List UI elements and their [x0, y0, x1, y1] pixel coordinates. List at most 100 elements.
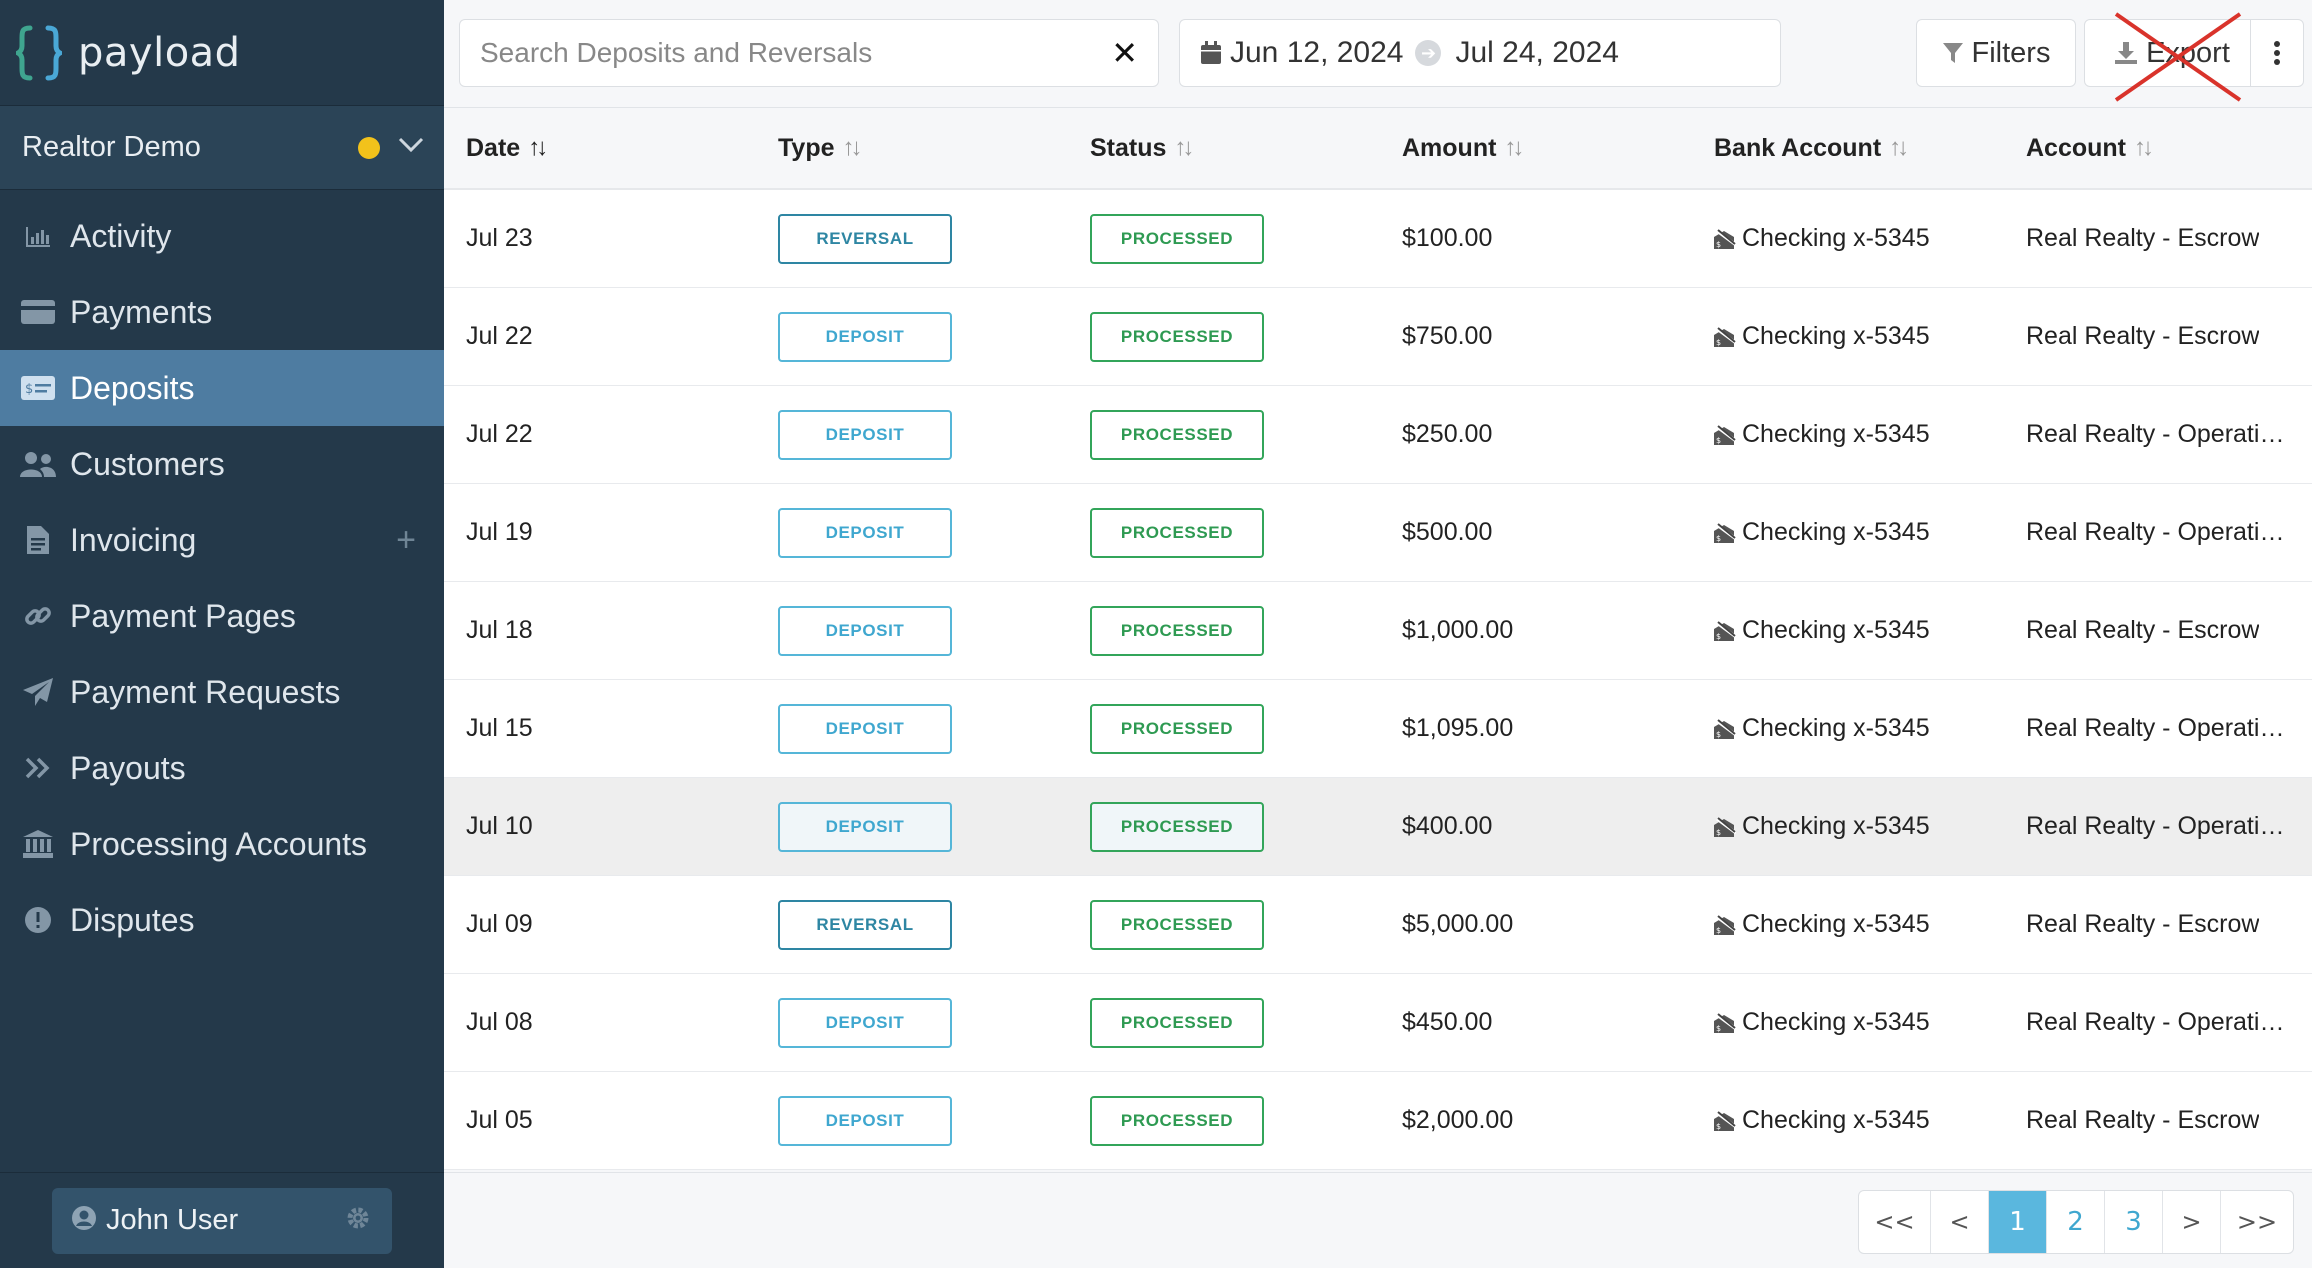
cell-account: Real Realty - Operatin... — [2004, 812, 2312, 841]
bank-account-label: Checking x-5345 — [1742, 322, 1930, 350]
column-header-label: Type — [778, 133, 835, 162]
cell-bank-account: $ Checking x-5345 — [1692, 910, 2004, 939]
cell-date: Jul 08 — [466, 1008, 533, 1036]
svg-text:$: $ — [1716, 240, 1721, 249]
bank-account-label: Checking x-5345 — [1742, 812, 1930, 840]
table-row[interactable]: Jul 08 DEPOSIT PROCESSED $450.00 $ Checking x… — [444, 974, 2312, 1072]
svg-text:$: $ — [1716, 1024, 1721, 1033]
table-row[interactable]: Jul 22 DEPOSIT PROCESSED $250.00 $ Checking x… — [444, 386, 2312, 484]
deposits-table: Date ↑↓ Type ↑↓ Status ↑↓ Amount ↑↓ Bank… — [444, 108, 2312, 1170]
cell-account: Real Realty - Escrow — [2004, 224, 2312, 253]
cell-date: Jul 22 — [466, 420, 533, 448]
sidebar-item-payments[interactable]: Payments — [0, 274, 444, 350]
sidebar-item-label: Customers — [70, 445, 225, 482]
column-header-bank-account[interactable]: Bank Account ↑↓ — [1692, 134, 2004, 163]
table-row[interactable]: Jul 10 DEPOSIT PROCESSED $400.00 $ Checking x… — [444, 778, 2312, 876]
table-row[interactable]: Jul 15 DEPOSIT PROCESSED $1,095.00 $ Checking… — [444, 680, 2312, 778]
sidebar-item-label: Payment Requests — [70, 673, 341, 710]
sort-icon: ↑↓ — [2134, 134, 2154, 161]
first-page-button[interactable]: << — [1859, 1191, 1931, 1253]
bank-note-icon: $ — [20, 370, 56, 406]
cell-bank-account: $ Checking x-5345 — [1692, 420, 2004, 449]
column-header-type[interactable]: Type ↑↓ — [756, 134, 1068, 163]
cell-amount: $400.00 — [1402, 812, 1493, 840]
column-header-account[interactable]: Account ↑↓ — [2004, 134, 2312, 163]
bank-account-label: Checking x-5345 — [1742, 714, 1930, 742]
table-row[interactable]: Jul 18 DEPOSIT PROCESSED $1,000.00 $ Checking… — [444, 582, 2312, 680]
cell-bank-account: $ Checking x-5345 — [1692, 616, 2004, 645]
table-row[interactable]: Jul 05 DEPOSIT PROCESSED $2,000.00 $ Checking… — [444, 1072, 2312, 1170]
account-label: Real Realty - Escrow — [2026, 910, 2260, 938]
table-row[interactable]: Jul 19 DEPOSIT PROCESSED $500.00 $ Checking x… — [444, 484, 2312, 582]
column-header-date[interactable]: Date ↑↓ — [444, 134, 756, 163]
filters-label: Filters — [1971, 36, 2051, 69]
cell-type: DEPOSIT — [756, 409, 1068, 460]
org-switcher[interactable]: Realtor Demo — [0, 106, 444, 190]
sidebar-item-payouts[interactable]: Payouts — [0, 730, 444, 806]
table-row[interactable]: Jul 09 REVERSAL PROCESSED $5,000.00 $ Checkin… — [444, 876, 2312, 974]
sidebar-item-label: Deposits — [70, 369, 195, 406]
cell-type: DEPOSIT — [756, 997, 1068, 1048]
filters-button[interactable]: Filters — [1916, 19, 2076, 87]
more-options-button[interactable] — [2250, 19, 2304, 87]
sort-icon: ↑↓ — [842, 134, 863, 161]
cell-amount: $100.00 — [1402, 224, 1493, 252]
bank-account-icon: $ — [1714, 718, 1736, 739]
bank-account-icon: $ — [1714, 424, 1736, 445]
cell-bank-account: $ Checking x-5345 — [1692, 518, 2004, 547]
svg-text:$: $ — [1716, 926, 1721, 935]
sidebar-item-processing-accounts[interactable]: Processing Accounts — [0, 806, 444, 882]
clear-search-icon[interactable]: ✕ — [1111, 35, 1138, 71]
column-header-status[interactable]: Status ↑↓ — [1068, 134, 1380, 163]
add-icon[interactable]: + — [396, 520, 416, 559]
cell-bank-account: $ Checking x-5345 — [1692, 224, 2004, 253]
users-icon — [20, 446, 56, 482]
cell-amount: $500.00 — [1402, 518, 1493, 546]
sort-icon: ↑↓ — [1504, 134, 1524, 161]
column-header-label: Account — [2026, 133, 2126, 162]
sidebar-item-invoicing[interactable]: Invoicing + — [0, 502, 444, 578]
cell-status: PROCESSED — [1068, 703, 1380, 754]
gear-icon[interactable] — [346, 1206, 370, 1235]
sidebar-item-customers[interactable]: Customers — [0, 426, 444, 502]
status-badge: PROCESSED — [1090, 507, 1264, 558]
page-button-2[interactable]: 2 — [2047, 1191, 2105, 1253]
sidebar-item-payment-requests[interactable]: Payment Requests — [0, 654, 444, 730]
table-row[interactable]: Jul 22 DEPOSIT PROCESSED $750.00 $ Checking x… — [444, 288, 2312, 386]
cell-date: Jul 22 — [466, 322, 533, 350]
prev-page-button[interactable]: < — [1931, 1191, 1989, 1253]
status-badge: PROCESSED — [1090, 213, 1264, 264]
svg-text:$: $ — [1716, 632, 1721, 641]
sidebar-item-disputes[interactable]: Disputes — [0, 882, 444, 958]
chevron-down-icon — [398, 137, 424, 158]
next-page-button[interactable]: > — [2163, 1191, 2221, 1253]
sidebar-item-payment-pages[interactable]: Payment Pages — [0, 578, 444, 654]
export-button[interactable]: Export — [2084, 19, 2260, 87]
sidebar-item-label: Payments — [70, 293, 213, 330]
sidebar-item-activity[interactable]: Activity — [0, 198, 444, 274]
column-header-amount[interactable]: Amount ↑↓ — [1380, 134, 1692, 163]
user-avatar-icon — [72, 1206, 96, 1235]
page-button-3[interactable]: 3 — [2105, 1191, 2163, 1253]
app-logo[interactable]: payload — [0, 0, 444, 106]
org-status-dot — [358, 136, 380, 159]
cell-account: Real Realty - Escrow — [2004, 616, 2312, 645]
double-chevron-icon — [20, 750, 56, 786]
cell-status: PROCESSED — [1068, 605, 1380, 656]
cell-amount: $5,000.00 — [1402, 910, 1514, 938]
search-input[interactable] — [480, 37, 1112, 69]
date-end: Jul 24, 2024 — [1455, 36, 1619, 69]
credit-card-icon — [20, 294, 56, 330]
last-page-button[interactable]: >> — [2236, 1208, 2278, 1236]
cell-date: Jul 09 — [466, 910, 533, 938]
cell-bank-account: $ Checking x-5345 — [1692, 714, 2004, 743]
user-menu[interactable]: John User — [52, 1187, 392, 1254]
date-range-picker[interactable]: Jun 12, 2024 ➔ Jul 24, 2024 — [1179, 19, 1781, 87]
cell-type: DEPOSIT — [756, 311, 1068, 362]
cell-date: Jul 05 — [466, 1106, 533, 1134]
sidebar-item-deposits[interactable]: $ Deposits — [0, 350, 444, 426]
sidebar-item-label: Invoicing — [70, 521, 197, 558]
cell-account: Real Realty - Escrow — [2004, 910, 2312, 939]
page-button-1[interactable]: 1 — [1989, 1191, 2047, 1253]
table-row[interactable]: Jul 23 REVERSAL PROCESSED $100.00 $ Checking … — [444, 190, 2312, 288]
